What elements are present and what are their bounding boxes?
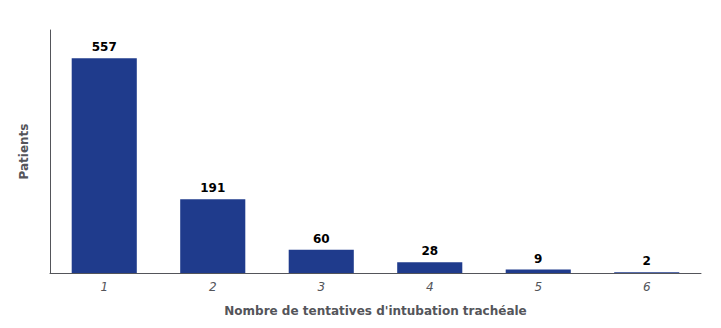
svg-text:1: 1	[100, 280, 108, 294]
svg-text:Nombre de tentatives d'intubat: Nombre de tentatives d'intubation traché…	[224, 304, 527, 318]
svg-text:6: 6	[643, 280, 651, 294]
svg-text:28: 28	[421, 244, 438, 258]
svg-text:9: 9	[534, 252, 542, 266]
svg-text:60: 60	[313, 232, 330, 246]
svg-text:2: 2	[209, 280, 217, 294]
svg-text:4: 4	[426, 280, 434, 294]
svg-text:191: 191	[200, 181, 225, 195]
svg-text:5: 5	[534, 280, 542, 294]
svg-text:2: 2	[643, 254, 651, 268]
svg-text:3: 3	[317, 280, 325, 294]
svg-text:Patients: Patients	[17, 124, 31, 180]
svg-text:557: 557	[92, 40, 117, 54]
